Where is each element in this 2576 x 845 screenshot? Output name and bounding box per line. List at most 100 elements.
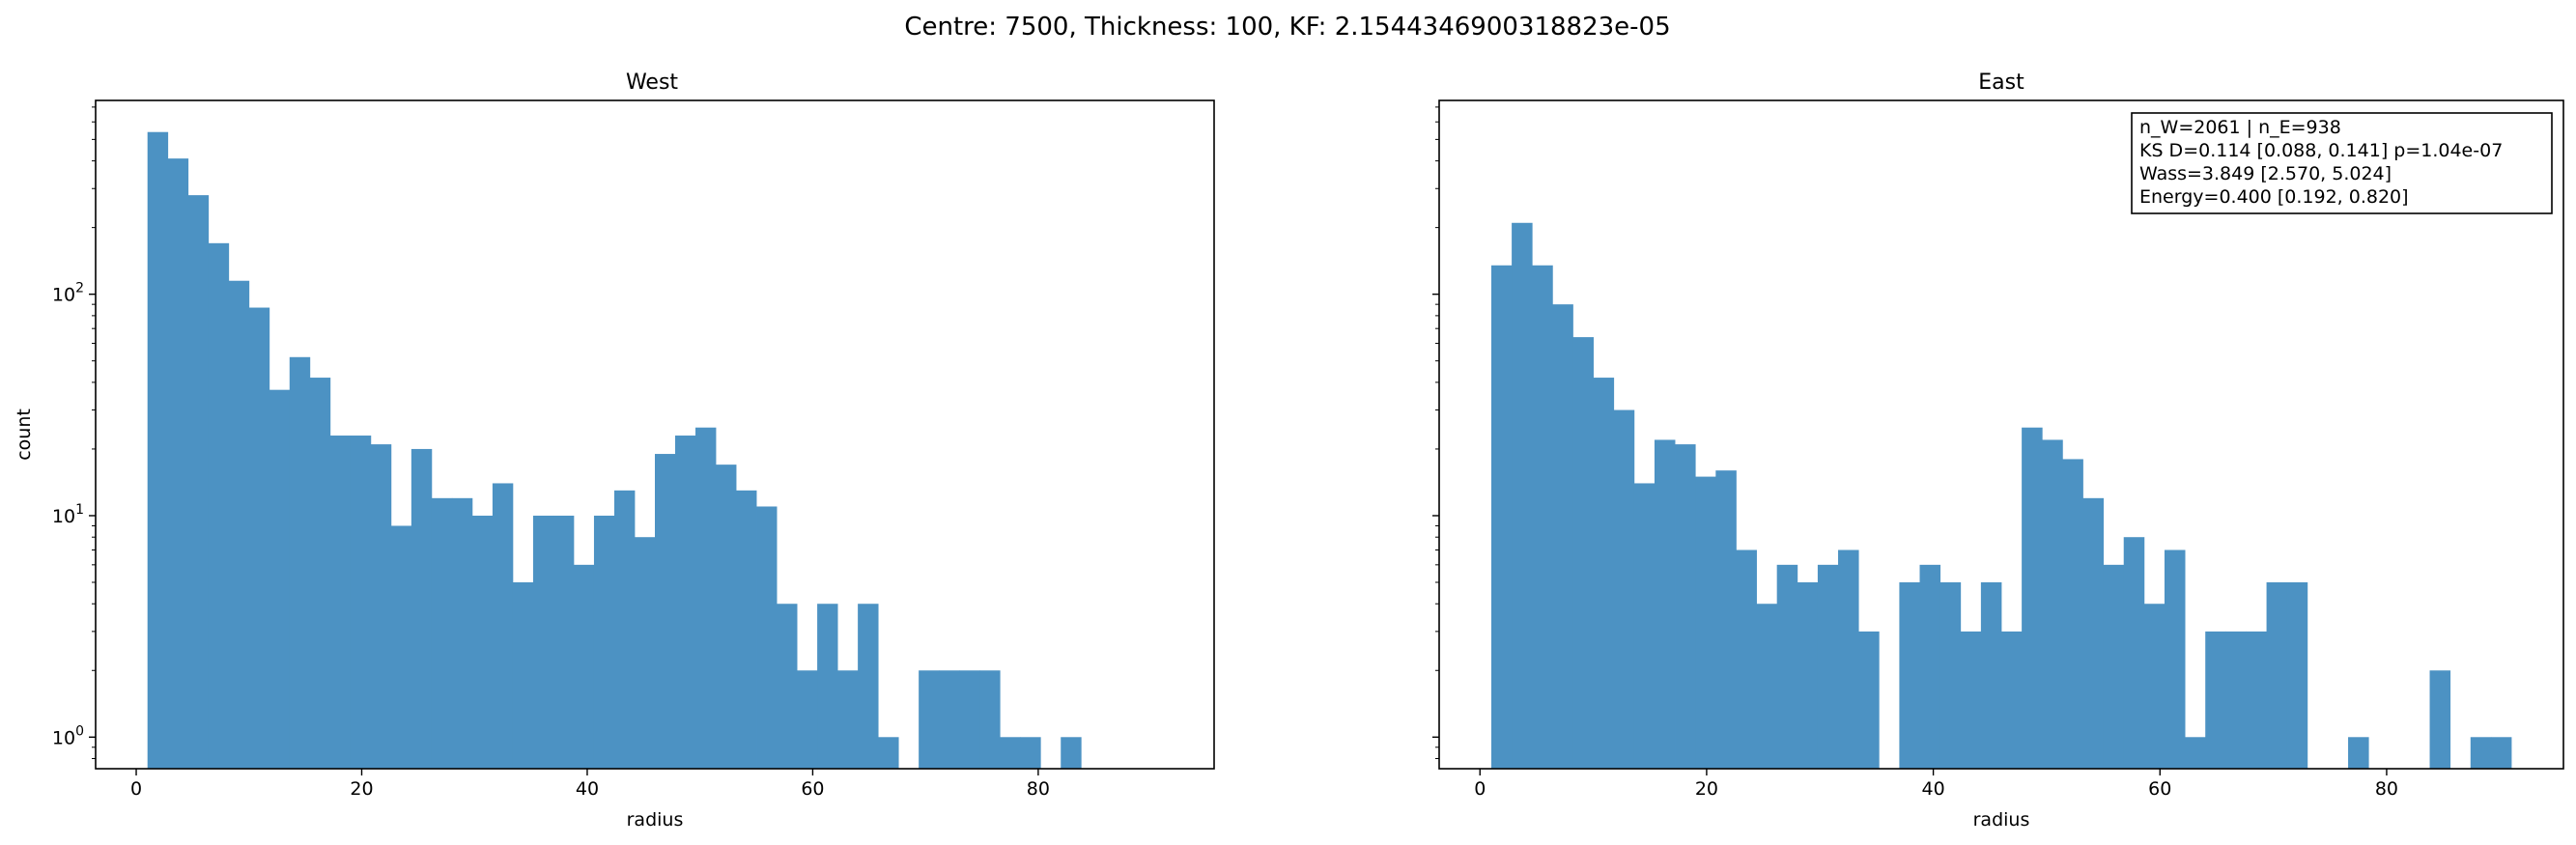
- east-histogram-bar: [2164, 549, 2186, 769]
- east-histogram-bar: [1532, 265, 1553, 769]
- east-histogram-bar: [2062, 459, 2083, 769]
- west-histogram-bar: [858, 604, 879, 769]
- stats-line-sample-sizes: n_W=2061 | n_E=938: [2139, 117, 2341, 138]
- east-x-tick-label: 60: [2148, 778, 2171, 800]
- west-histogram-bar: [736, 490, 757, 769]
- east-histogram-bar: [1980, 582, 2002, 769]
- west-histogram-bar: [512, 582, 534, 769]
- east-histogram-bar: [1899, 582, 1920, 769]
- east-histogram-bar: [2225, 631, 2247, 769]
- west-bars: [147, 131, 1082, 770]
- west-histogram-bar: [552, 515, 575, 769]
- east-histogram-bar: [2123, 537, 2145, 769]
- west-histogram-bar: [167, 158, 189, 769]
- west-histogram-bar: [634, 537, 656, 769]
- stats-annotation-frame: [2131, 112, 2553, 214]
- east-axes-frame: [1438, 99, 2564, 770]
- west-x-tick-label: 60: [801, 778, 824, 800]
- west-histogram-bar: [939, 670, 960, 769]
- west-histogram-bar: [777, 604, 798, 769]
- west-histogram-bar: [655, 454, 676, 769]
- west-y-tick-label: 102: [52, 281, 84, 306]
- west-histogram-bar: [919, 670, 940, 769]
- east-histogram-bar: [1675, 444, 1696, 769]
- east-histogram-bar: [2286, 582, 2308, 769]
- east-histogram-bar: [2082, 497, 2104, 769]
- east-histogram-bar: [2266, 582, 2288, 769]
- west-histogram-bar: [675, 436, 696, 769]
- east-y-ticks: [1432, 106, 1439, 760]
- west-histogram-bar: [431, 497, 453, 769]
- east-histogram-bar: [1858, 631, 1880, 769]
- east-x-tick-label: 80: [2375, 778, 2398, 800]
- east-histogram-bar: [1633, 483, 1656, 769]
- stats-annotation-box: n_W=2061 | n_E=938 KS D=0.114 [0.088, 0.…: [2131, 112, 2553, 214]
- west-histogram-bar: [532, 515, 554, 769]
- east-histogram-bar: [1919, 564, 1941, 769]
- east-histogram-bar: [2001, 631, 2023, 769]
- west-histogram-bar: [1020, 737, 1041, 769]
- east-title: East: [1978, 70, 2024, 95]
- east-histogram-bar: [2103, 564, 2125, 769]
- east-histogram-bar: [2246, 631, 2267, 769]
- east-histogram-bar: [1613, 409, 1635, 769]
- east-x-tick-label: 20: [1695, 778, 1718, 800]
- west-histogram-bar: [289, 356, 311, 769]
- west-histogram-bar: [959, 670, 980, 769]
- west-histogram-bar: [797, 670, 818, 769]
- west-histogram-bar: [979, 670, 1001, 769]
- west-x-tick-label: 40: [576, 778, 599, 800]
- west-histogram-bar: [817, 604, 838, 769]
- west-histogram-bar: [187, 195, 210, 769]
- east-histogram-bar: [1797, 582, 1819, 769]
- east-histogram-bar: [2205, 631, 2226, 769]
- west-histogram-bar: [248, 307, 270, 769]
- stats-line-ks: KS D=0.114 [0.088, 0.141] p=1.04e-07: [2139, 140, 2503, 161]
- west-x-ticks: 0 20 40 60 80: [130, 769, 1050, 800]
- west-histogram-bar: [451, 497, 473, 769]
- east-histogram-bar: [1695, 476, 1716, 769]
- east-bars: [1490, 222, 2512, 769]
- east-x-tick-label: 40: [1922, 778, 1945, 800]
- east-histogram-bar: [1939, 582, 1962, 769]
- west-x-tick-label: 80: [1027, 778, 1050, 800]
- west-histogram-bar: [390, 525, 412, 769]
- east-histogram-bar: [1817, 564, 1839, 769]
- west-title: West: [626, 70, 678, 95]
- west-histogram-bar: [471, 515, 494, 769]
- east-histogram-bar: [1490, 265, 1513, 769]
- west-y-axis-label: count: [14, 408, 35, 461]
- east-x-axis-label: radius: [1973, 809, 2030, 831]
- east-histogram-bar: [1552, 304, 1573, 769]
- east-histogram-bar: [2490, 737, 2512, 769]
- west-histogram-bar: [1061, 737, 1082, 769]
- west-histogram-bar: [370, 444, 392, 769]
- west-histogram-bar: [695, 427, 717, 769]
- east-histogram-bar: [2022, 427, 2043, 769]
- east-histogram-bar: [1776, 564, 1798, 769]
- west-x-tick-label: 0: [130, 778, 142, 800]
- stats-line-energy: Energy=0.400 [0.192, 0.820]: [2139, 186, 2409, 208]
- east-histogram-bar: [1512, 222, 1533, 769]
- east-panel: East 0 20 40 60 80 radius n_W=2061 | n_E=938…: [1432, 70, 2564, 831]
- east-histogram-bar: [2185, 737, 2206, 769]
- east-histogram-bar: [1654, 439, 1676, 769]
- east-histogram-bar: [2042, 439, 2063, 769]
- west-histogram-bar: [492, 483, 514, 769]
- west-histogram-bar: [208, 242, 230, 769]
- west-histogram-bar: [350, 436, 372, 769]
- west-histogram-bar: [756, 506, 778, 769]
- stats-line-wasserstein: Wass=3.849 [2.570, 5.024]: [2139, 163, 2392, 184]
- west-x-axis-label: radius: [627, 809, 684, 831]
- east-histogram-bar: [1756, 604, 1778, 769]
- east-histogram-bar: [1593, 378, 1615, 769]
- west-histogram-bar: [329, 436, 352, 769]
- west-histogram-bar: [410, 448, 433, 769]
- east-x-ticks: 0 20 40 60 80: [1474, 769, 2398, 800]
- west-histogram-bar: [573, 564, 595, 769]
- west-histogram-bar: [593, 515, 615, 769]
- east-histogram-bar: [1572, 337, 1594, 769]
- east-histogram-bar: [2429, 670, 2451, 769]
- west-histogram-bar: [878, 737, 899, 769]
